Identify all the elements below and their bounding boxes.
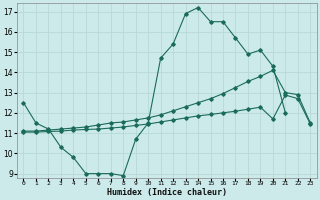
X-axis label: Humidex (Indice chaleur): Humidex (Indice chaleur) [107, 188, 227, 197]
